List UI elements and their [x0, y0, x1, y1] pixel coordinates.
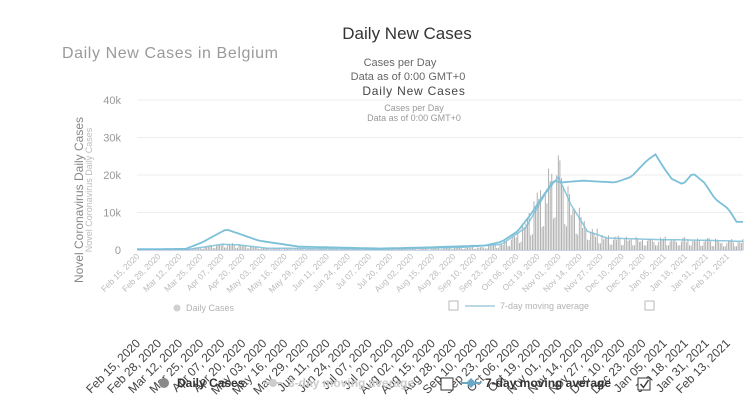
subtitle-line-2: Data as of 0:00 GMT+0	[351, 71, 466, 83]
legend: Daily Cases 3-day moving average 7-day m…	[159, 376, 651, 391]
legend-3day-checkbox[interactable]	[440, 377, 454, 391]
chart-title: Daily New Cases	[342, 24, 471, 43]
y-tick-label: 20k	[103, 170, 121, 182]
y-axis-label: Novel Coronavirus Daily Cases	[72, 117, 86, 283]
legend-item-daily-cases[interactable]: Daily Cases	[159, 376, 245, 390]
legend-item-3day-average[interactable]: 3-day moving average	[264, 376, 414, 390]
series-lines	[136, 153, 744, 251]
legend-daily-cases-marker	[159, 378, 169, 388]
y-tick-label: 40k	[103, 95, 121, 107]
ghost-legend-7day-label: 7-day moving average	[500, 301, 589, 311]
inner-title: Daily New Cases	[362, 84, 465, 98]
ghost-legend: Daily Cases 7-day moving average	[173, 300, 655, 313]
check-icon	[639, 379, 650, 389]
legend-daily-cases-label: Daily Cases	[177, 376, 245, 390]
y-tick-label: 30k	[103, 133, 121, 145]
daily-cases-bars	[172, 155, 744, 250]
y-tick-label: 10k	[103, 208, 121, 220]
inner-subtitle-line-1: Cases per Day	[384, 103, 444, 113]
subtitle-line-1: Cases per Day	[364, 57, 437, 69]
y-axis-ticks: 0 10k 20k 30k 40k	[103, 95, 121, 257]
ghost-legend-daily-cases-marker	[173, 304, 181, 312]
7-day-average-overlay-line	[137, 175, 744, 251]
legend-7day-checkbox[interactable]	[637, 377, 651, 391]
ghost-legend-3day-checkbox[interactable]	[448, 300, 459, 311]
inner-subtitle-line-2: Data as of 0:00 GMT+0	[367, 113, 461, 123]
ghost-chart-title: Daily New Cases in Belgium	[62, 45, 279, 62]
ghost-legend-daily-cases-label: Daily Cases	[186, 303, 235, 313]
y-tick-label: 0	[115, 245, 121, 257]
legend-7day-label: 7-day moving average	[485, 376, 611, 390]
legend-7day-checkbox-box[interactable]	[637, 377, 651, 391]
y-axis-label-ghost: Novel Coronavirus Daily Cases	[84, 127, 94, 252]
legend-3day-marker	[269, 379, 277, 387]
legend-item-7day-average[interactable]: 7-day moving average	[461, 376, 611, 390]
ghost-legend-7day-checkbox[interactable]	[644, 300, 655, 311]
7-day-average-line	[136, 153, 743, 251]
legend-3day-label: 3-day moving average	[288, 376, 414, 390]
legend-7day-marker	[466, 378, 476, 388]
